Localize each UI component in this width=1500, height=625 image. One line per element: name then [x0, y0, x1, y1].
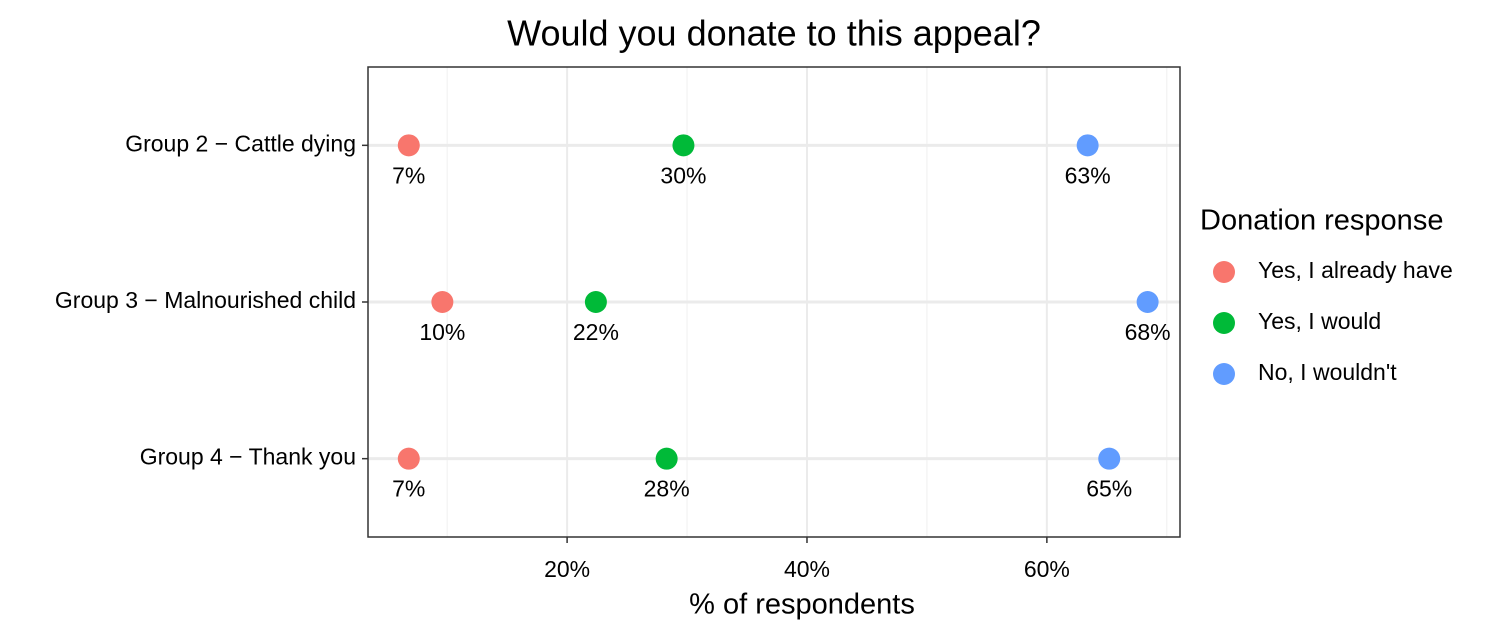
dot [655, 447, 678, 470]
data-label: 7% [392, 162, 425, 188]
data-label: 68% [1125, 319, 1171, 345]
legend-label: No, I wouldn't [1258, 359, 1397, 385]
y-tick-label: Group 3 − Malnourished child [55, 287, 356, 313]
x-axis-label: % of respondents [689, 589, 915, 621]
data-label: 63% [1065, 162, 1111, 188]
legend-marker [1213, 312, 1235, 334]
dot [672, 134, 695, 157]
dot [397, 134, 420, 157]
legend-label: Yes, I would [1258, 308, 1381, 334]
dot [1076, 134, 1099, 157]
dot [1136, 291, 1159, 313]
data-label: 22% [573, 319, 619, 345]
dot [397, 447, 420, 470]
dot [584, 291, 607, 313]
chart-title: Would you donate to this appeal? [507, 13, 1041, 54]
data-label: 7% [392, 476, 425, 502]
x-tick-label: 60% [1024, 556, 1070, 582]
data-label: 30% [660, 162, 706, 188]
y-tick-label: Group 4 − Thank you [140, 444, 356, 470]
x-tick-label: 20% [544, 556, 590, 582]
legend-title: Donation response [1200, 205, 1443, 237]
legend-marker [1213, 261, 1235, 283]
dot [431, 291, 454, 313]
x-tick-label: 40% [784, 556, 830, 582]
data-label: 28% [644, 476, 690, 502]
panel-border [367, 66, 1181, 538]
data-label: 10% [419, 319, 465, 345]
data-label: 65% [1086, 476, 1132, 502]
y-tick-label: Group 2 − Cattle dying [125, 130, 356, 156]
legend-marker [1213, 363, 1235, 385]
dot [1098, 447, 1121, 470]
legend-label: Yes, I already have [1258, 257, 1453, 283]
